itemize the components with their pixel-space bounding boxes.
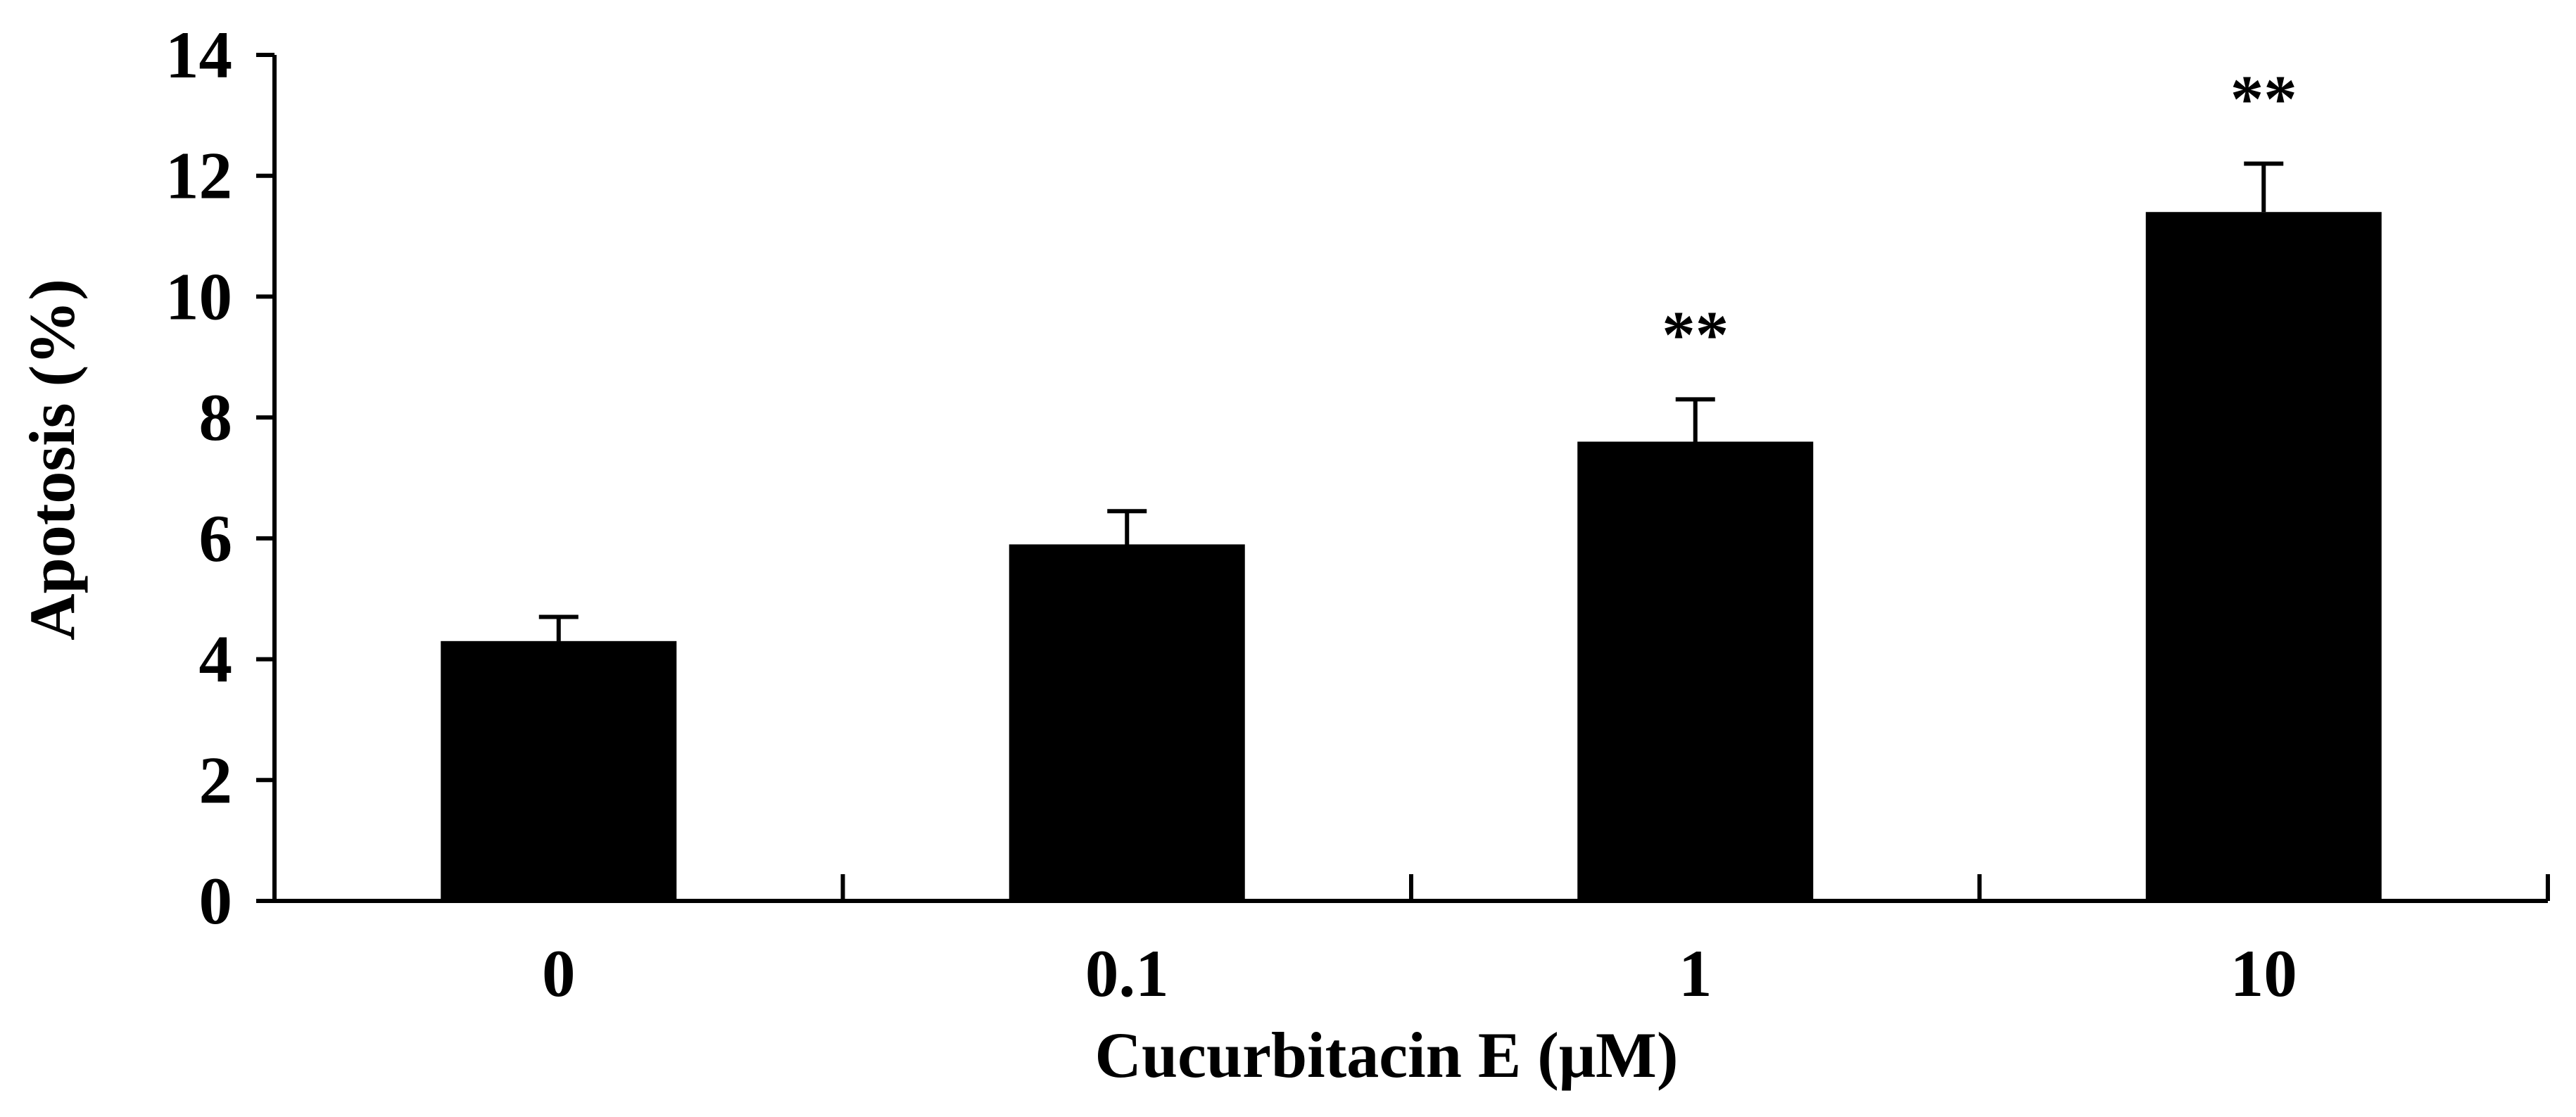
y-tick-label: 6 [199,501,233,576]
y-tick-label: 4 [199,622,233,697]
bars [441,212,2382,901]
y-tick-label: 8 [199,380,233,455]
x-tick-label: 10 [2230,936,2297,1011]
y-tick-label: 12 [165,139,232,213]
x-tick-label: 0 [542,936,576,1011]
y-tick-label: 2 [199,743,233,817]
bar [1577,441,1814,901]
bar [2145,212,2382,901]
y-axis: 0 2 4 6 8 10 12 14 [165,18,277,938]
y-tick-label: 14 [165,18,232,92]
significance-label: ** [1662,297,1729,372]
x-tick-label: 0.1 [1085,936,1169,1011]
x-tick-label: 1 [1679,936,1712,1011]
bar [441,640,677,901]
x-axis-title: Cucurbitacin E (μM) [1095,1019,1679,1091]
y-tick-label: 10 [165,259,232,334]
significance-label: ** [2230,62,2297,137]
error-bars [538,161,2284,641]
significance-labels: ** ** [1662,62,2297,372]
bar [1009,544,1245,901]
y-axis-title: Apotosis (%) [16,279,88,640]
y-tick-label: 0 [199,864,233,938]
